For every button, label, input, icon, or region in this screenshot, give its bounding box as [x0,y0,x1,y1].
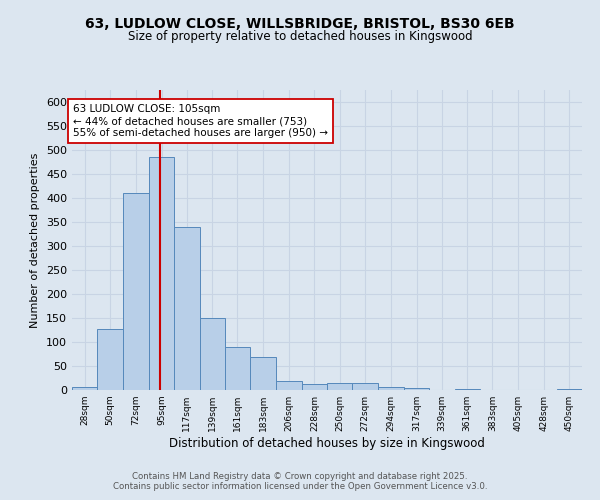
Text: 63, LUDLOW CLOSE, WILLSBRIDGE, BRISTOL, BS30 6EB: 63, LUDLOW CLOSE, WILLSBRIDGE, BRISTOL, … [85,18,515,32]
Bar [225,347,250,390]
Bar [557,388,582,390]
Text: 63 LUDLOW CLOSE: 105sqm
← 44% of detached houses are smaller (753)
55% of semi-d: 63 LUDLOW CLOSE: 105sqm ← 44% of detache… [73,104,328,138]
Bar [122,193,149,390]
Text: Contains HM Land Registry data © Crown copyright and database right 2025.: Contains HM Land Registry data © Crown c… [132,472,468,481]
Text: Size of property relative to detached houses in Kingswood: Size of property relative to detached ho… [128,30,472,43]
Bar [199,318,225,390]
Bar [277,382,302,390]
Bar [174,227,199,390]
Bar [302,384,327,390]
X-axis label: Distribution of detached houses by size in Kingswood: Distribution of detached houses by size … [169,437,485,450]
Text: Contains public sector information licensed under the Open Government Licence v3: Contains public sector information licen… [113,482,487,491]
Bar [149,157,174,390]
Bar [250,358,277,390]
Bar [455,388,480,390]
Bar [377,387,404,390]
Bar [327,383,352,390]
Bar [352,383,377,390]
Bar [72,386,97,390]
Bar [404,388,429,390]
Y-axis label: Number of detached properties: Number of detached properties [31,152,40,328]
Bar [97,328,122,390]
